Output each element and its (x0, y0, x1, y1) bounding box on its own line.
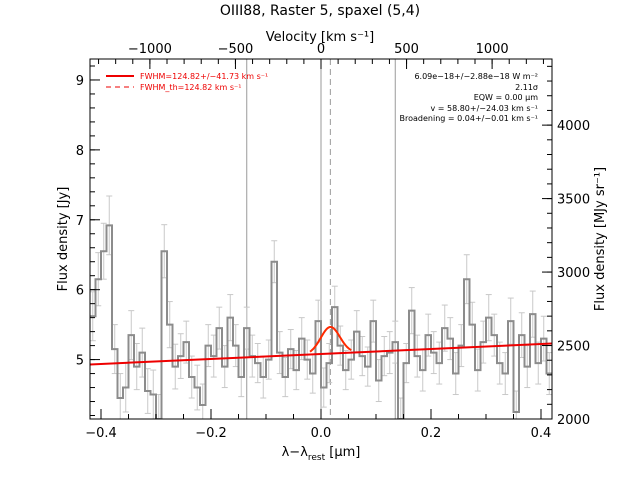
x-tick-label-0: −0.4 (85, 426, 117, 441)
right-tick-label-0: 2000 (557, 413, 590, 428)
y-axis-label-right: Flux density [MJy sr⁻¹] (593, 167, 608, 311)
annotation-eqw: EQW = 0.00 μm (474, 93, 538, 102)
legend-label-fwhm-th: FWHM_th=124.82 km s⁻¹ (140, 83, 241, 92)
annotations: 6.09e−18+/−2.88e−18 W m⁻² 2.11σ EQW = 0.… (400, 72, 539, 123)
top-tick-label-0: −1000 (128, 42, 172, 57)
x-tick-label-1: −0.2 (195, 426, 227, 441)
y-tick-label-3: 8 (76, 144, 84, 159)
annotation-velocity: v = 58.80+/−24.03 km s⁻¹ (430, 104, 538, 113)
gaussian-fit-line (309, 325, 352, 353)
top-tick-label-1: −500 (218, 42, 254, 57)
continuum-line (90, 342, 552, 366)
right-tick-label-2: 3000 (557, 266, 590, 281)
x-axis-label: λ−λrest [μm] (282, 445, 361, 463)
y-tick-label-0: 5 (76, 354, 84, 369)
chart-title: OIII88, Raster 5, spaxel (5,4) (220, 3, 420, 19)
x-tick-label-4: 0.4 (531, 426, 552, 441)
legend-label-fwhm: FWHM=124.82+/−41.73 km s⁻¹ (140, 72, 268, 81)
y-axis-label-left: Flux density [Jy] (56, 187, 71, 292)
top-axis-label: Velocity [km s⁻¹] (266, 30, 374, 45)
annotation-sigma: 2.11σ (515, 83, 538, 92)
top-tick-label-2: 0 (317, 42, 325, 57)
x-tick-label-2: 0.0 (311, 426, 332, 441)
annotation-broadening: Broadening = 0.04+/−0.01 km s⁻¹ (400, 114, 538, 123)
y-tick-label-4: 9 (76, 74, 84, 89)
top-tick-label-4: 1000 (476, 42, 509, 57)
x-tick-label-3: 0.2 (421, 426, 442, 441)
top-tick-label-3: 500 (394, 42, 419, 57)
y-tick-label-1: 6 (76, 284, 84, 299)
right-tick-label-3: 3500 (557, 193, 590, 208)
annotation-flux: 6.09e−18+/−2.88e−18 W m⁻² (414, 72, 538, 81)
right-tick-label-4: 4000 (557, 119, 590, 134)
right-tick-label-1: 2500 (557, 340, 590, 355)
legend: FWHM=124.82+/−41.73 km s⁻¹ FWHM_th=124.8… (106, 72, 268, 92)
y-tick-label-2: 7 (76, 214, 84, 229)
